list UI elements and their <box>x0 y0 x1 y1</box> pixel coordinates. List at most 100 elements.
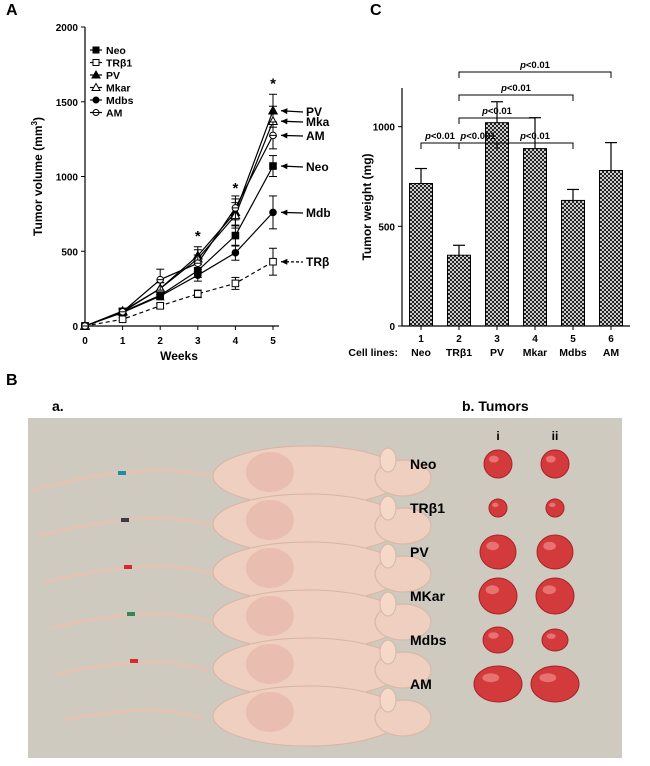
x-tick-label: 3 <box>195 336 201 347</box>
tail-mark <box>124 565 132 569</box>
x-tick-label: 4 <box>233 336 239 347</box>
mouse-body <box>212 685 404 747</box>
tumor-specimen <box>530 665 580 703</box>
tumor-highlight <box>482 673 500 683</box>
tumor-row-label: Neo <box>410 456 436 472</box>
tumor-row-label: AM <box>410 676 432 692</box>
series-Mdbs <box>81 195 277 330</box>
mouse-ear <box>379 687 397 713</box>
tumor-volume-line-chart: 0 500 1000 1500 2000 0 1 2 3 4 5 Weeks Tumor volume … <box>30 23 330 363</box>
mouse <box>55 637 432 699</box>
mouse <box>37 493 432 555</box>
legend-label: PV <box>106 70 120 82</box>
x-tick-label: 0 <box>82 336 88 347</box>
y-axis-label: Tumor weight (mg) <box>360 153 374 260</box>
tumor-specimen <box>541 628 569 652</box>
x-tick-label: 2 <box>157 336 163 347</box>
bracket-line <box>458 117 536 124</box>
bar-TRβ1 <box>447 254 471 327</box>
mouse-tail <box>31 469 225 492</box>
bracket-line <box>496 142 574 149</box>
p-value-label: p<0.01 <box>519 131 551 142</box>
mouse-ear <box>379 591 397 617</box>
x-tick-label: 1 <box>120 336 126 347</box>
arrow-head <box>281 163 288 170</box>
series-line <box>84 120 274 327</box>
y-tick-label: 2000 <box>56 23 79 34</box>
tumor-highlight <box>488 455 499 463</box>
mouse-ear <box>379 495 397 521</box>
bracket-line <box>420 142 460 149</box>
mouse <box>43 541 432 603</box>
tumor-specimen <box>478 577 518 615</box>
mouse-tumor-bump <box>246 500 294 540</box>
data-point <box>92 96 100 104</box>
y-tick-label: 500 <box>61 247 78 258</box>
mouse <box>61 685 432 747</box>
arrow-head <box>281 258 288 265</box>
y-tick-label: 1000 <box>56 173 79 184</box>
panel-a-letter: A <box>6 2 18 19</box>
bar-Neo <box>409 182 433 327</box>
tumor-specimen <box>535 577 575 615</box>
data-point <box>92 46 100 54</box>
arrow-label: PV <box>306 105 322 119</box>
mice-group <box>31 445 432 747</box>
comparison-bracket: p<0.01 <box>458 106 536 124</box>
tumor-highlight <box>486 541 499 551</box>
y-tick-label: 0 <box>72 322 78 333</box>
data-point <box>194 271 202 279</box>
mouse-tumor-bump <box>246 548 294 588</box>
tumor-highlight <box>546 633 556 639</box>
tumor-column-header: i <box>496 429 499 443</box>
p-value-label: p<0.001 <box>459 131 496 142</box>
series-Mkar <box>79 105 279 330</box>
mouse-tumor-bump <box>246 596 294 636</box>
legend-label: AM <box>106 108 123 120</box>
panel-b-sub-a: a. <box>52 398 64 414</box>
y-axis-label: Tumor volume (mm3) <box>30 117 45 236</box>
x-tick-label: Neo <box>411 347 431 359</box>
bar-PV <box>485 122 509 327</box>
tail-mark <box>133 706 141 710</box>
tumor-specimen <box>483 449 513 479</box>
x-tick-label: 5 <box>270 336 276 347</box>
x-tick-label: PV <box>490 347 504 359</box>
arrow-label: Mkar <box>306 115 330 129</box>
arrow-head <box>281 108 288 115</box>
mouse-tumor-bump <box>246 452 294 492</box>
comparison-bracket: p<0.01 <box>420 131 460 149</box>
x-tick-number: 4 <box>532 334 538 345</box>
x-tick-number: 3 <box>494 334 500 345</box>
comparison-bracket: p<0.01 <box>496 131 574 149</box>
y-tick-label: 1000 <box>373 123 396 134</box>
mouse-tail <box>55 660 209 676</box>
data-point <box>92 59 100 66</box>
tail-mark <box>121 518 129 522</box>
tumor-specimen <box>540 449 570 479</box>
mouse-ear <box>379 639 397 665</box>
arrow-head <box>281 209 288 216</box>
panel-b-letter: B <box>6 372 18 389</box>
series-line <box>84 211 274 327</box>
x-tick-number: 6 <box>608 334 614 345</box>
x-tick-label: TRβ1 <box>446 347 472 359</box>
significance-star: * <box>232 180 238 197</box>
p-value-label: p<0.01 <box>481 106 513 117</box>
mouse-tumor-bump <box>246 692 294 732</box>
series-line <box>84 261 274 327</box>
y-tick-label: 0 <box>389 322 395 333</box>
data-point <box>91 82 101 91</box>
mouse <box>31 445 432 507</box>
data-point <box>118 315 127 324</box>
tumor-highlight <box>545 455 556 463</box>
x-axis-label: Weeks <box>160 349 198 363</box>
x-tick-number: 2 <box>456 334 462 345</box>
significance-star: * <box>270 75 276 92</box>
x-tick-label: Mdbs <box>559 347 587 359</box>
tumor-highlight <box>542 585 556 595</box>
mouse <box>49 589 432 651</box>
data-point <box>269 208 277 217</box>
tumor-row-label: TRβ1 <box>410 500 445 516</box>
